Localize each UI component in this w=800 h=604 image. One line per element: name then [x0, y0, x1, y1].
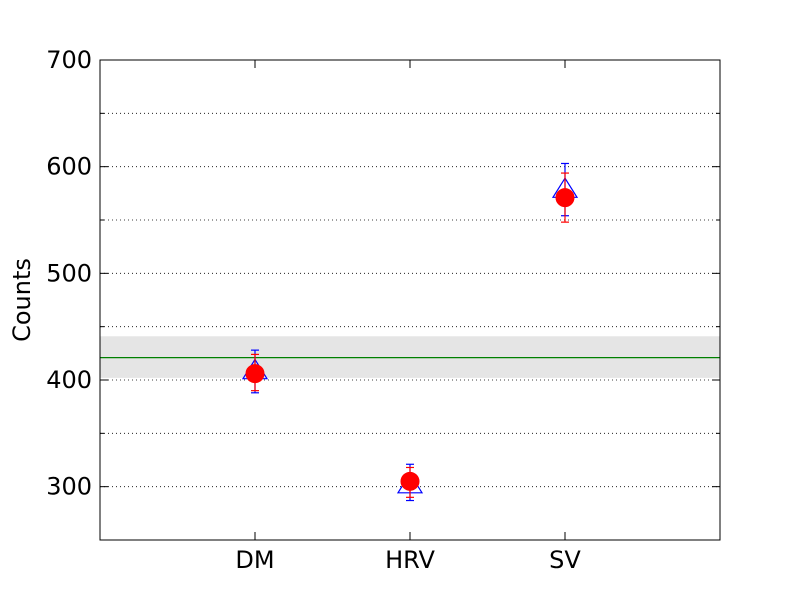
data-point-circle: [400, 471, 420, 491]
data-layer: [241, 162, 579, 502]
tick-layer: [100, 59, 720, 541]
y-tick-labels: 300 400 500 600 700: [46, 46, 92, 501]
x-tick-label: SV: [549, 546, 581, 574]
y-tick-label: 300: [46, 473, 92, 501]
series-0: [241, 162, 579, 502]
y-axis-label: Counts: [8, 258, 36, 342]
y-tick-label: 400: [46, 366, 92, 394]
grid-layer: [100, 112, 720, 488]
data-point-circle: [555, 188, 575, 208]
x-tick-label: HRV: [385, 546, 435, 574]
data-point-circle: [245, 364, 265, 384]
y-tick-label: 700: [46, 46, 92, 74]
y-tick-label: 500: [46, 259, 92, 287]
y-tick-label: 600: [46, 153, 92, 181]
x-tick-labels: DM HRV SV: [235, 546, 581, 574]
x-tick-label: DM: [235, 546, 274, 574]
series-1: [245, 172, 575, 498]
